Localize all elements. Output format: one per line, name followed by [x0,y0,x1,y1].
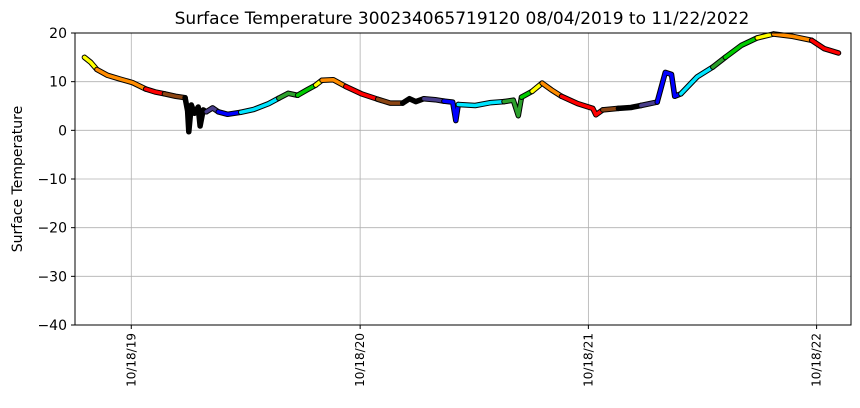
series-segment [400,96,426,105]
series-segment [183,95,209,134]
series-segment [238,96,281,115]
y-tick-label: −30 [37,269,67,285]
series-segment [143,87,167,96]
series-segment [771,32,814,43]
chart-title: Surface Temperature 300234065719120 08/0… [175,9,750,29]
series-segment [320,77,348,89]
series-segment [422,96,446,103]
data-series [81,31,842,135]
series-segment [540,81,564,99]
y-tick-label: 10 [49,75,67,91]
series-segment [442,99,461,123]
series-segment [375,97,405,105]
y-axis-ticks: −40 −30 −20 −10 0 10 20 [37,26,75,334]
grid-lines [75,32,851,326]
series-segment [755,32,776,40]
x-axis-ticks: 10/18/19 10/18/20 10/18/21 10/18/22 [124,325,824,387]
series-segment [82,55,99,72]
series-segment [723,36,759,60]
series-segment [679,65,715,96]
x-tick-label: 10/18/19 [124,333,138,387]
series-segment [616,103,643,111]
y-tick-label: −10 [37,172,67,188]
y-tick-label: −40 [37,318,67,334]
series-segment [502,95,524,118]
series-segment [344,84,380,101]
y-tick-label: −20 [37,221,67,237]
y-tick-label: 20 [49,26,67,42]
series-segment [809,38,841,55]
series-segment [639,100,659,108]
x-tick-label: 10/18/20 [353,333,367,387]
y-tick-label: 0 [58,123,67,139]
series-segment [559,94,605,117]
series-segment [295,83,318,98]
series-segment [655,70,683,104]
x-tick-label: 10/18/22 [810,333,824,387]
series-segment [277,91,300,100]
x-tick-label: 10/18/21 [581,333,595,387]
series-segment [456,99,506,108]
y-axis-label: Surface Temperature [10,106,26,252]
series-segment [216,110,243,117]
series-segment [162,92,187,100]
series-segment [95,67,148,91]
